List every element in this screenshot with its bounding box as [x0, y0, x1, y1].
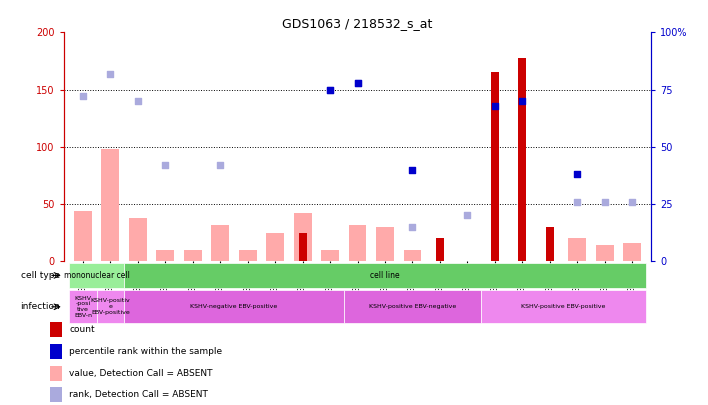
- Bar: [436, 238, 444, 261]
- Text: KSHV-positiv
e
EBV-positive: KSHV-positiv e EBV-positive: [91, 298, 130, 315]
- Bar: [266, 232, 284, 261]
- Point: [215, 162, 226, 168]
- Point: [160, 162, 171, 168]
- Bar: [97, 290, 124, 323]
- Title: GDS1063 / 218532_s_at: GDS1063 / 218532_s_at: [282, 17, 433, 30]
- Point: [489, 102, 501, 109]
- Point: [517, 98, 528, 104]
- Point: [105, 70, 116, 77]
- Point: [352, 79, 363, 86]
- Text: mononuclear cell: mononuclear cell: [64, 271, 130, 280]
- Bar: [569, 238, 586, 261]
- Bar: [50, 387, 62, 402]
- Bar: [344, 290, 481, 323]
- Point: [132, 98, 144, 104]
- Bar: [481, 290, 646, 323]
- Bar: [518, 58, 527, 261]
- Text: cell line: cell line: [370, 271, 400, 280]
- Text: cell type: cell type: [21, 271, 60, 280]
- Bar: [50, 322, 62, 337]
- Text: KSHV-positive EBV-positive: KSHV-positive EBV-positive: [521, 304, 605, 309]
- Bar: [546, 227, 554, 261]
- Text: KSHV-positive EBV-negative: KSHV-positive EBV-negative: [369, 304, 456, 309]
- Bar: [124, 290, 344, 323]
- Point: [352, 79, 363, 86]
- Text: KSHV-negative EBV-positive: KSHV-negative EBV-positive: [190, 304, 278, 309]
- Bar: [299, 232, 307, 261]
- Text: count: count: [69, 325, 95, 334]
- Bar: [124, 262, 646, 288]
- Bar: [50, 344, 62, 359]
- Point: [627, 198, 638, 205]
- Bar: [321, 250, 339, 261]
- Bar: [156, 250, 174, 261]
- Bar: [211, 225, 229, 261]
- Text: value, Detection Call = ABSENT: value, Detection Call = ABSENT: [69, 369, 213, 378]
- Bar: [74, 211, 92, 261]
- Bar: [491, 72, 499, 261]
- Point: [324, 86, 336, 93]
- Bar: [294, 213, 312, 261]
- Bar: [239, 250, 256, 261]
- Bar: [376, 227, 394, 261]
- Bar: [69, 290, 97, 323]
- Bar: [101, 149, 120, 261]
- Point: [599, 198, 610, 205]
- Point: [462, 212, 473, 219]
- Text: KSHV
-posi
tive
EBV-n: KSHV -posi tive EBV-n: [74, 296, 92, 318]
- Point: [571, 198, 583, 205]
- Bar: [129, 218, 147, 261]
- Bar: [623, 243, 641, 261]
- Text: rank, Detection Call = ABSENT: rank, Detection Call = ABSENT: [69, 390, 208, 399]
- Point: [407, 224, 418, 230]
- Text: infection: infection: [21, 302, 60, 311]
- Point: [407, 166, 418, 173]
- Bar: [595, 245, 614, 261]
- Point: [571, 171, 583, 177]
- Point: [324, 86, 336, 93]
- Bar: [404, 250, 421, 261]
- Bar: [184, 250, 202, 261]
- Bar: [50, 366, 62, 381]
- Text: percentile rank within the sample: percentile rank within the sample: [69, 347, 222, 356]
- Point: [77, 93, 88, 100]
- Bar: [348, 225, 367, 261]
- Bar: [69, 262, 124, 288]
